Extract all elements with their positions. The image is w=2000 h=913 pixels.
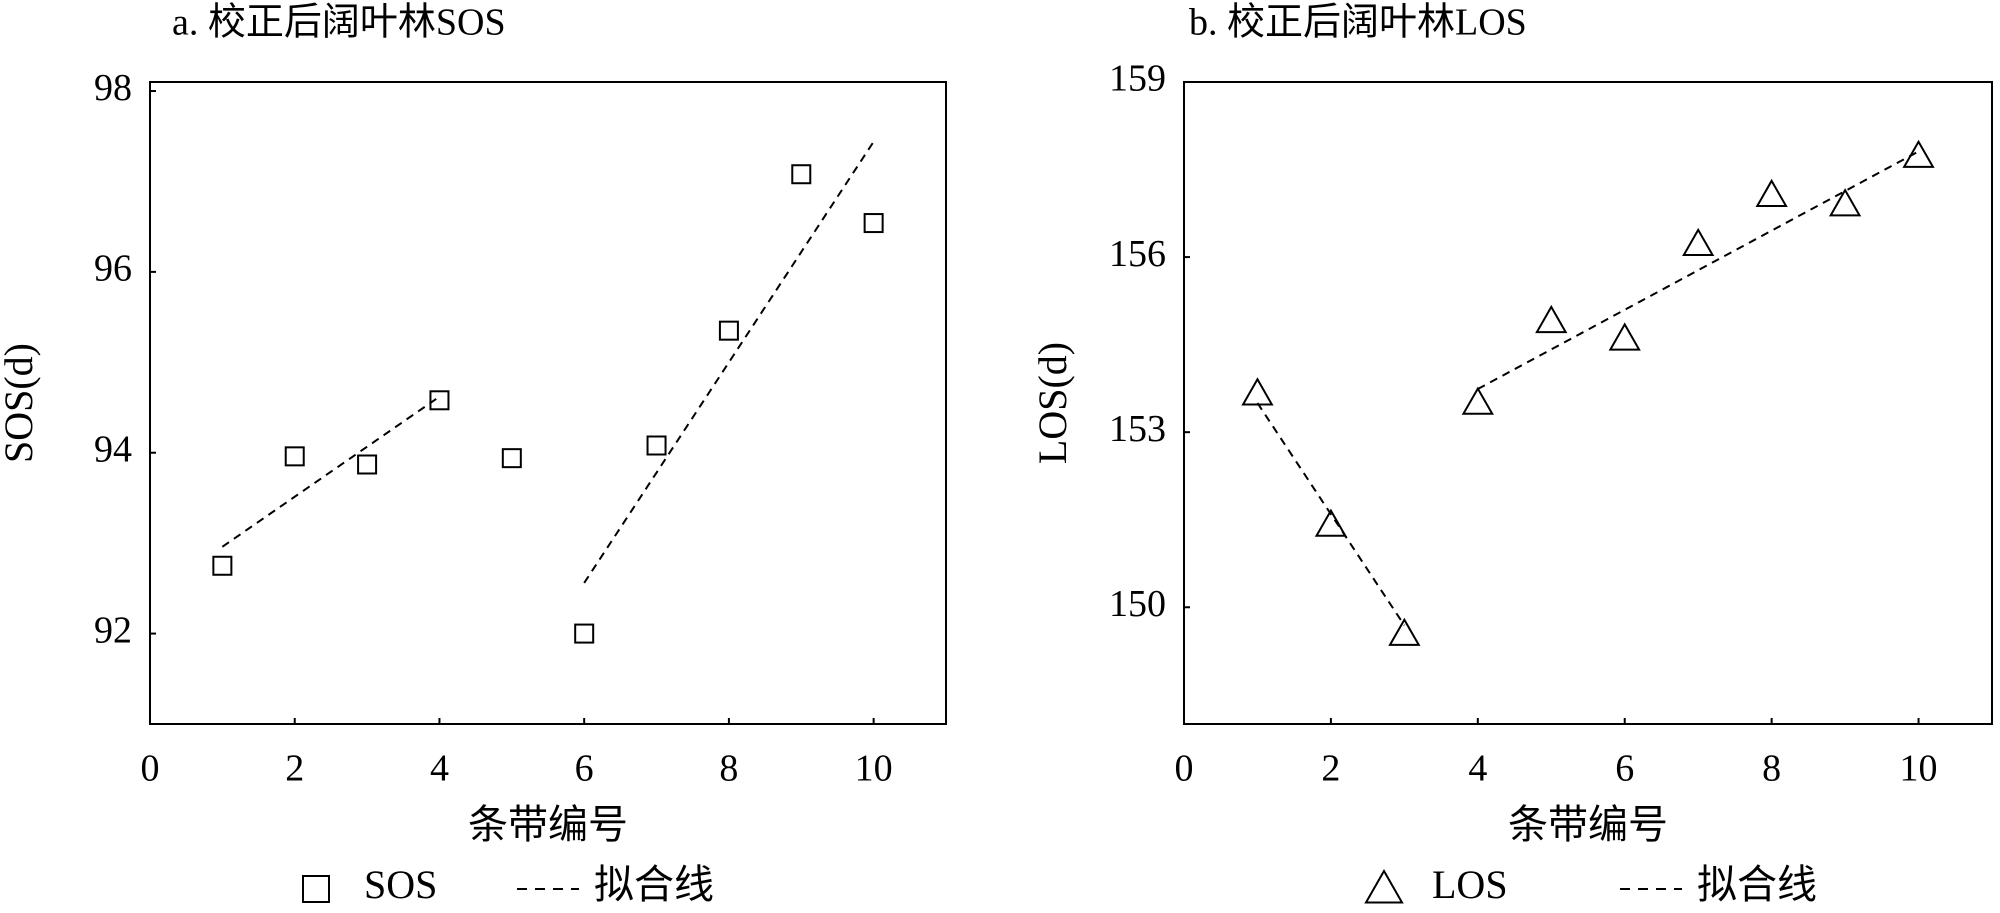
x-axis-label: 条带编号: [1508, 802, 1668, 847]
chart-title: a. 校正后阔叶林SOS: [172, 2, 506, 44]
marker-triangle: [1682, 227, 1715, 257]
y-axis-label: LOS(d): [1030, 342, 1075, 464]
x-tick-label: 2: [285, 748, 304, 790]
marker-square: [791, 164, 812, 185]
marker-square: [284, 446, 305, 467]
legend-label: LOS: [1432, 862, 1508, 907]
legend-label: 拟合线: [594, 862, 714, 907]
marker-square: [863, 213, 884, 234]
marker-triangle: [1314, 508, 1348, 537]
plot-frame: [1183, 81, 1993, 725]
fit-line: [221, 141, 875, 584]
marker-triangle: [1461, 386, 1494, 415]
chart-title: b. 校正后阔叶林LOS: [1189, 2, 1527, 44]
marker-triangle: [1241, 377, 1274, 406]
y-tick-label: 92: [94, 609, 132, 651]
marker-triangle: [1828, 188, 1862, 217]
y-tick-label: 156: [1109, 233, 1166, 275]
marker-square: [718, 320, 739, 341]
x-tick-label: 4: [430, 748, 449, 790]
marker-square: [501, 448, 522, 469]
x-tick-label: 10: [1900, 748, 1938, 790]
x-tick-label: 6: [575, 748, 594, 790]
marker-square: [574, 623, 595, 644]
y-tick-label: 98: [94, 67, 132, 109]
legend-label: SOS: [364, 862, 437, 907]
x-tick-label: 0: [1175, 748, 1194, 790]
marker-square: [357, 454, 378, 475]
marker-square: [646, 435, 667, 456]
marker-triangle: [1535, 304, 1568, 334]
y-tick-label: 153: [1109, 408, 1166, 450]
x-tick-label: 0: [141, 748, 160, 790]
x-tick-label: 8: [719, 748, 738, 790]
y-axis-label: SOS(d): [0, 343, 41, 463]
x-tick-label: 10: [855, 748, 893, 790]
marker-triangle: [1902, 139, 1935, 168]
plot-frame: [149, 81, 947, 725]
marker-triangle: [1364, 868, 1404, 904]
y-tick-label: 94: [94, 428, 132, 470]
x-tick-label: 2: [1321, 748, 1340, 790]
y-tick-label: 150: [1109, 583, 1166, 625]
legend-label: 拟合线: [1697, 862, 1817, 907]
x-tick-label: 8: [1762, 748, 1781, 790]
marker-triangle: [1388, 617, 1421, 646]
y-tick-label: 159: [1109, 58, 1166, 100]
marker-triangle: [1755, 178, 1788, 208]
marker-square: [429, 390, 450, 411]
x-tick-label: 6: [1615, 748, 1634, 790]
x-tick-label: 4: [1468, 748, 1487, 790]
x-axis-label: 条带编号: [468, 802, 628, 847]
fit-line: [1256, 150, 1920, 626]
marker-square: [302, 875, 330, 903]
y-tick-label: 96: [94, 248, 132, 290]
marker-square: [212, 555, 233, 576]
marker-triangle: [1608, 322, 1641, 351]
